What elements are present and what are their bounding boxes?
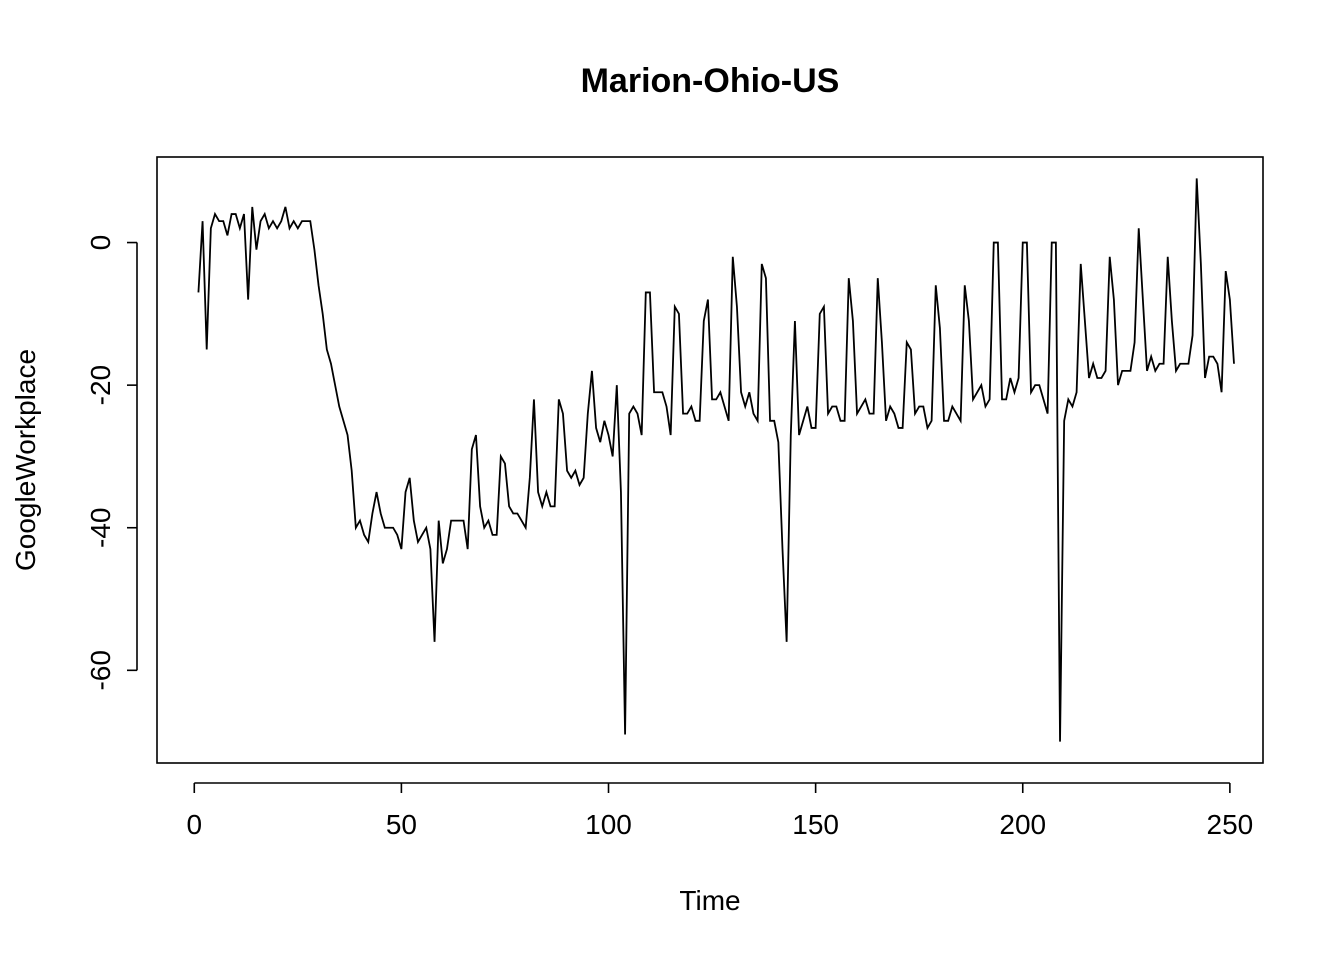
x-tick-label: 150: [792, 809, 839, 840]
y-tick-label: -20: [85, 365, 116, 405]
x-tick-label: 50: [386, 809, 417, 840]
y-axis: -60 -40 -20 0: [85, 235, 138, 691]
y-axis-label: GoogleWorkplace: [10, 349, 41, 571]
x-tick-label: 250: [1207, 809, 1254, 840]
x-tick-label: 200: [999, 809, 1046, 840]
y-tick-label: 0: [85, 235, 116, 251]
series-line: [197, 178, 1235, 742]
x-axis: 0 50 100 150 200 250: [186, 782, 1254, 840]
x-tick-label: 100: [585, 809, 632, 840]
x-axis-label: Time: [679, 885, 740, 916]
x-tick-label: 0: [186, 809, 202, 840]
plot-area-frame: [156, 156, 1264, 764]
y-tick-label: -60: [85, 650, 116, 690]
y-tick-label: -40: [85, 507, 116, 547]
chart-title: Marion-Ohio-US: [581, 62, 840, 100]
